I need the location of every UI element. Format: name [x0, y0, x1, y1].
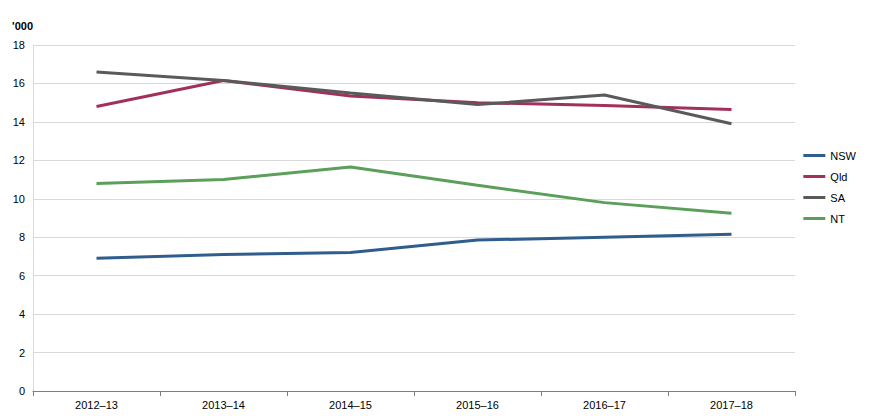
svg-text:Qld: Qld [830, 171, 847, 183]
svg-text:2014–15: 2014–15 [329, 399, 372, 411]
svg-text:'000: '000 [12, 20, 33, 32]
svg-text:6: 6 [19, 270, 25, 282]
svg-text:8: 8 [19, 231, 25, 243]
svg-text:0: 0 [19, 385, 25, 397]
svg-text:4: 4 [19, 308, 25, 320]
svg-text:18: 18 [13, 39, 25, 51]
svg-text:12: 12 [13, 154, 25, 166]
svg-text:2016–17: 2016–17 [583, 399, 626, 411]
svg-text:NSW: NSW [830, 150, 856, 162]
svg-text:2013–14: 2013–14 [202, 399, 245, 411]
svg-text:2015–16: 2015–16 [456, 399, 499, 411]
svg-text:16: 16 [13, 77, 25, 89]
svg-text:10: 10 [13, 193, 25, 205]
svg-text:NT: NT [830, 213, 845, 225]
svg-text:2: 2 [19, 347, 25, 359]
svg-text:2012–13: 2012–13 [75, 399, 118, 411]
svg-text:SA: SA [830, 192, 845, 204]
svg-text:2017–18: 2017–18 [710, 399, 753, 411]
svg-text:14: 14 [13, 116, 25, 128]
